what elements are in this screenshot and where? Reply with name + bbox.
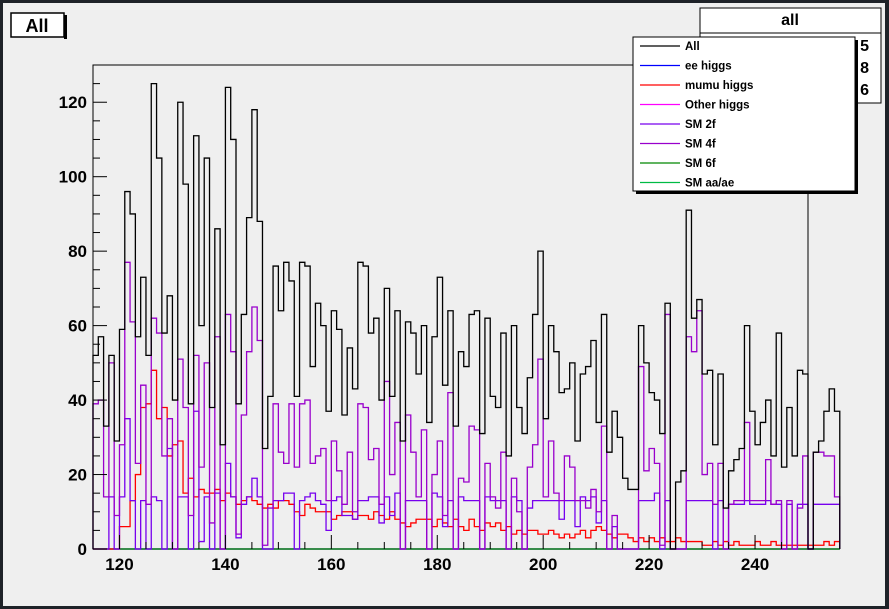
series-layer bbox=[92, 82, 841, 550]
legend-shadow-right bbox=[855, 40, 858, 194]
legend-label: SM 2f bbox=[685, 119, 716, 131]
legend-label: All bbox=[685, 41, 700, 53]
y-tick-label: 100 bbox=[59, 168, 87, 187]
stats-value-3: 6 bbox=[860, 82, 869, 99]
stats-value-2: 8 bbox=[860, 60, 869, 77]
x-tick-label: 140 bbox=[211, 555, 239, 574]
canvas-title: All bbox=[25, 16, 48, 36]
series-mumu-higgs bbox=[93, 369, 841, 550]
legend-frame bbox=[632, 36, 856, 192]
stats-title: all bbox=[781, 12, 799, 29]
series-sm-2f bbox=[93, 410, 841, 550]
root-canvas: All all 5 8 6 0 20 40 60 80 100 120 120 140 160 18… bbox=[3, 3, 885, 606]
legend-label: SM 4f bbox=[685, 139, 716, 151]
legend-label: ee higgs bbox=[685, 61, 732, 73]
y-tick-label: 120 bbox=[59, 93, 87, 112]
y-tick-label: 40 bbox=[68, 391, 87, 410]
x-tick-label: 120 bbox=[105, 555, 133, 574]
series-sm-4f bbox=[92, 261, 841, 550]
stats-value-1: 5 bbox=[860, 38, 869, 55]
axis-layer: 0 20 40 60 80 100 120 120 140 160 180 200 220 240 bbox=[59, 64, 809, 574]
legend-label: mumu higgs bbox=[685, 80, 753, 92]
legend-entry-sm-aa-ae: SM aa/ae bbox=[640, 178, 734, 190]
legend-items: All ee higgs mumu higgs Other higgs SM 2f SM … bbox=[640, 41, 753, 190]
y-tick-label: 0 bbox=[78, 540, 87, 559]
legend-label: SM 6f bbox=[685, 158, 716, 170]
x-tick-label: 240 bbox=[741, 555, 769, 574]
legend-entry-mumu-higgs: mumu higgs bbox=[640, 80, 753, 92]
legend-shadow-bottom bbox=[636, 191, 858, 194]
y-tick-label: 60 bbox=[68, 317, 87, 336]
legend-entry-sm-6f: SM 6f bbox=[640, 158, 716, 170]
legend-entry-all: All bbox=[640, 41, 700, 53]
legend-entry-other-higgs: Other higgs bbox=[640, 100, 750, 112]
legend: All ee higgs mumu higgs Other higgs SM 2f SM … bbox=[632, 36, 858, 194]
y-tick-label: 20 bbox=[68, 466, 87, 485]
legend-entry-sm-2f: SM 2f bbox=[640, 119, 716, 131]
legend-entry-sm-4f: SM 4f bbox=[640, 139, 716, 151]
canvas-title-frame bbox=[10, 12, 65, 38]
x-tick-label: 180 bbox=[423, 555, 451, 574]
x-tick-label: 220 bbox=[635, 555, 663, 574]
legend-entry-ee-higgs: ee higgs bbox=[640, 61, 732, 73]
legend-label: Other higgs bbox=[685, 100, 750, 112]
x-tick-label: 200 bbox=[529, 555, 557, 574]
canvas-title-shadow bbox=[64, 15, 67, 39]
histogram-plot: All all 5 8 6 0 20 40 60 80 100 120 120 140 160 18… bbox=[10, 7, 882, 574]
stats-title-frame bbox=[699, 7, 882, 34]
y-tick-label: 80 bbox=[68, 242, 87, 261]
x-tick-label: 160 bbox=[317, 555, 345, 574]
series-all bbox=[92, 82, 841, 550]
canvas-title-box: All bbox=[10, 12, 67, 39]
legend-label: SM aa/ae bbox=[685, 178, 734, 190]
